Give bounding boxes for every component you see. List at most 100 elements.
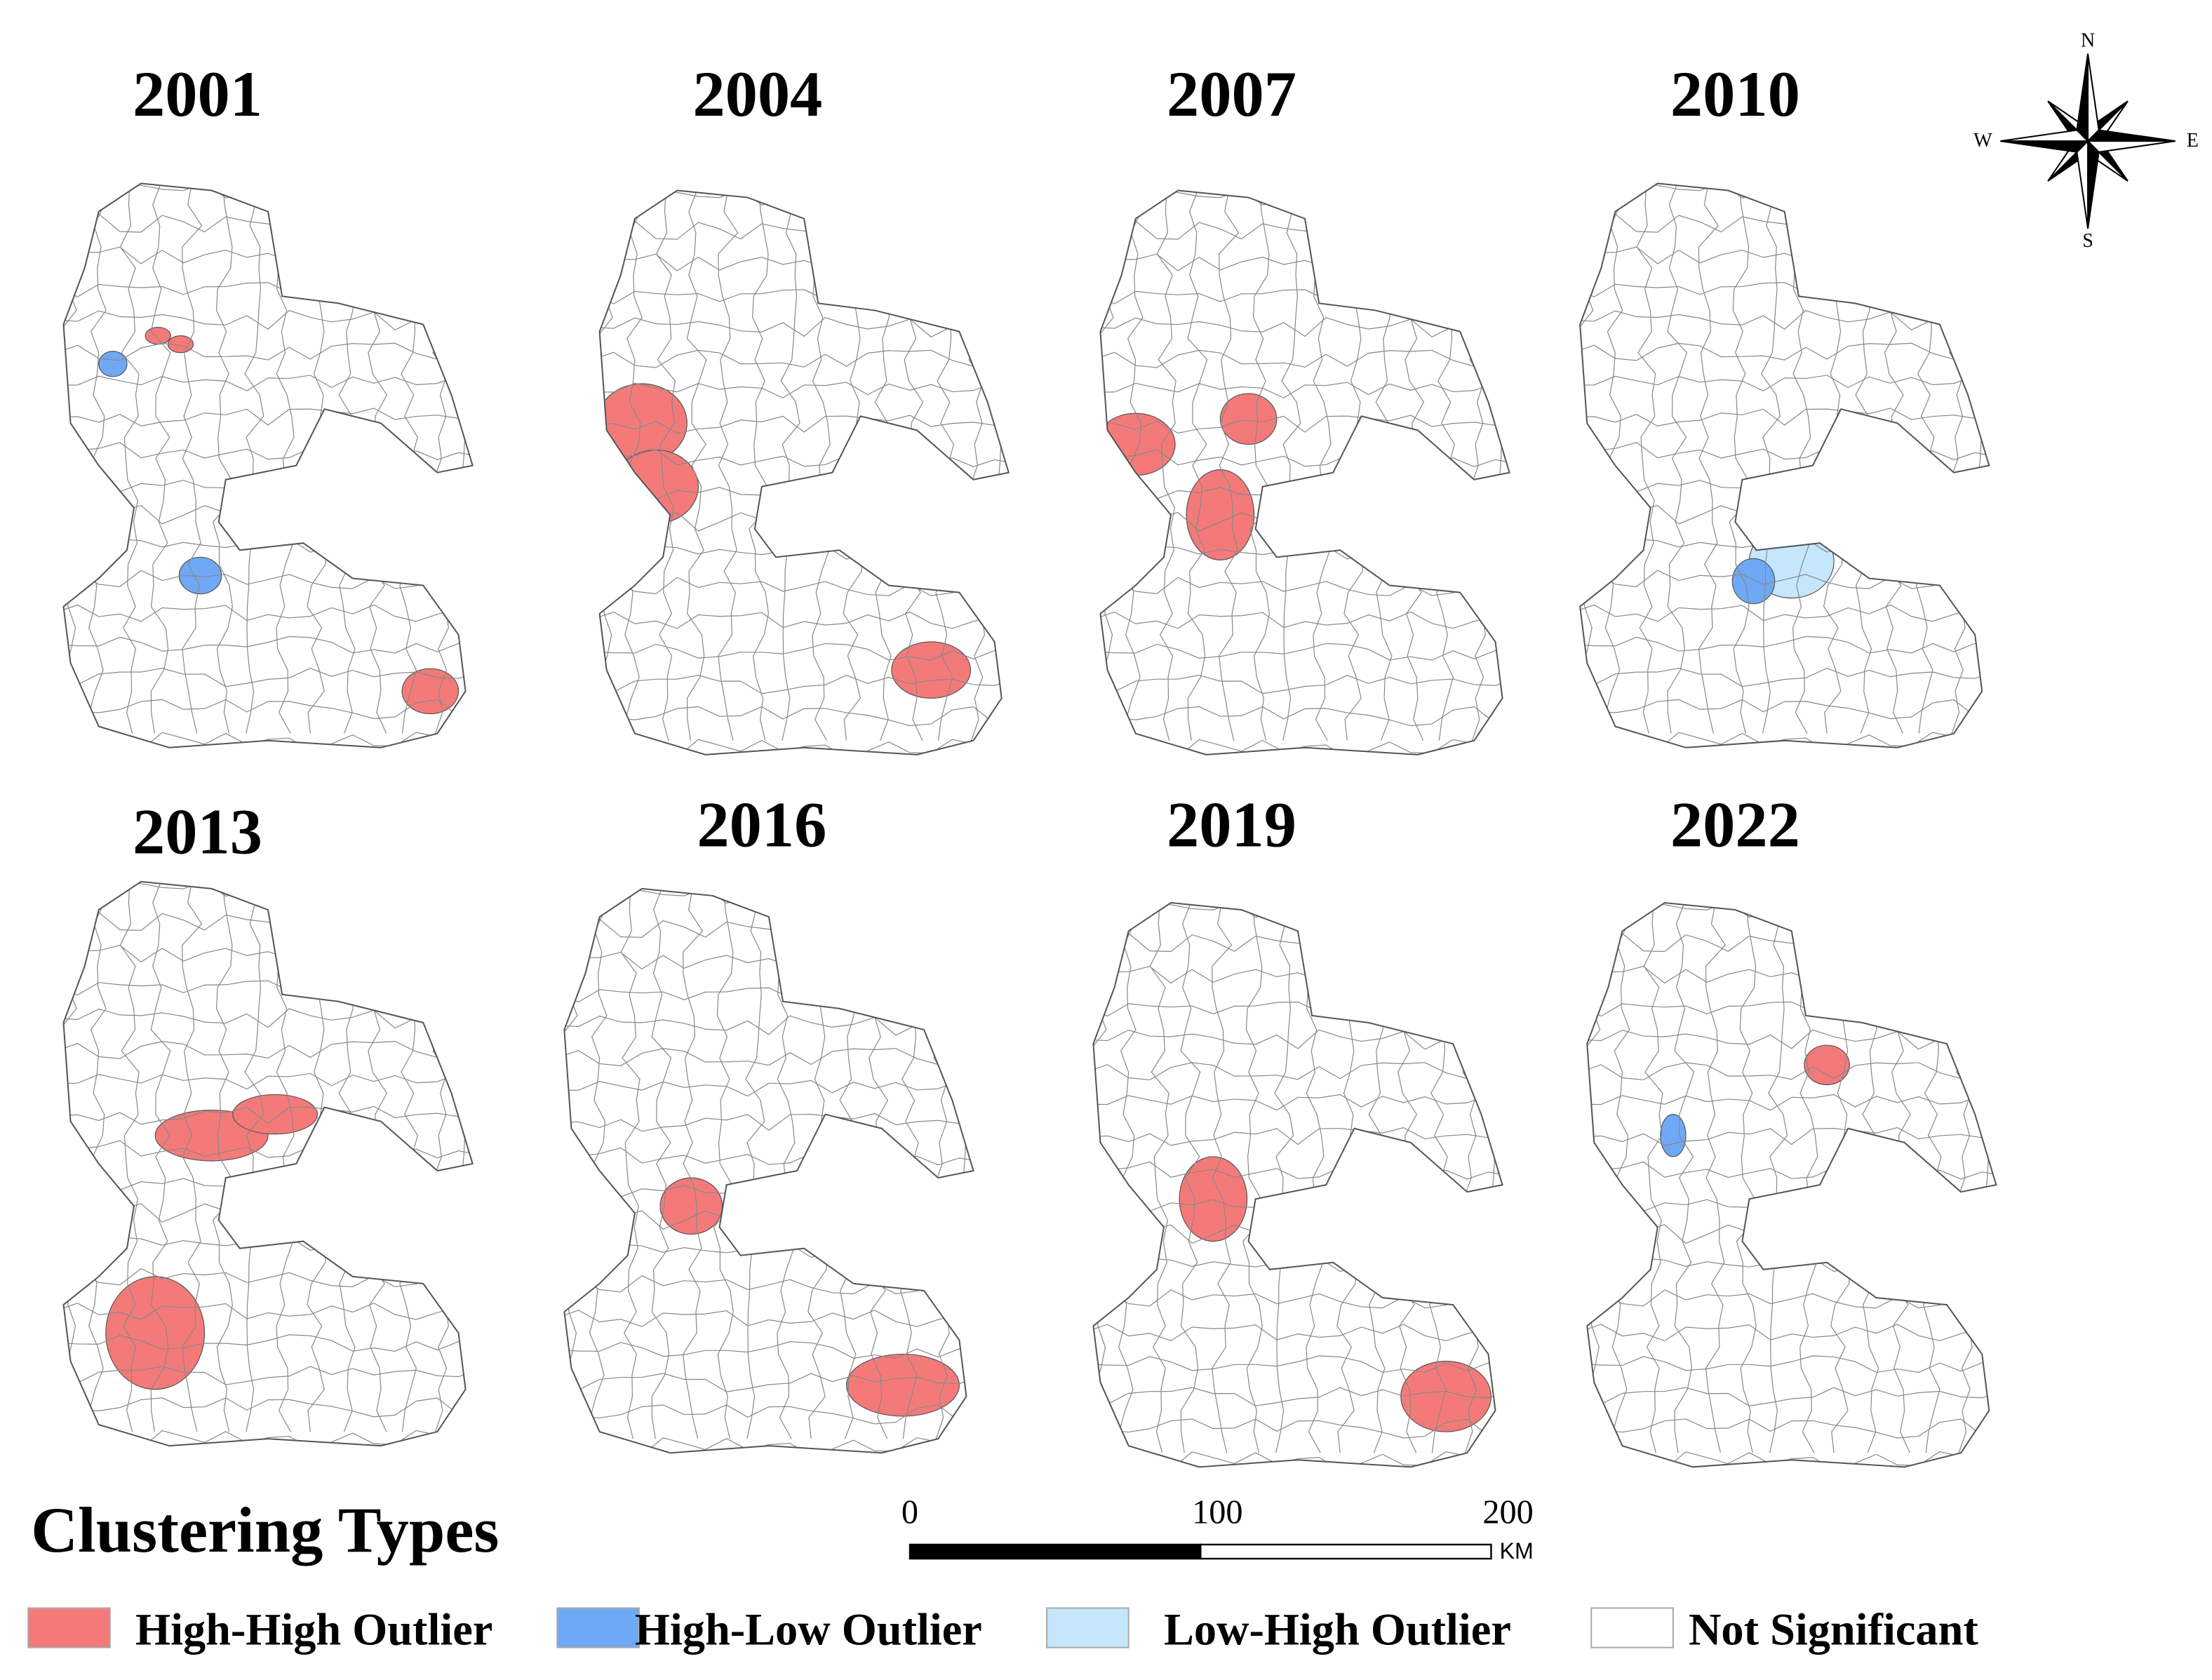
district-boundary <box>276 881 295 1432</box>
district-boundary <box>1698 183 1719 734</box>
district-boundary <box>1100 675 1510 694</box>
district-boundary <box>63 881 473 897</box>
district-boundary <box>1587 1062 1997 1081</box>
panel-year: 2019 <box>1167 790 1296 861</box>
district-boundary <box>63 1203 473 1223</box>
district-boundary <box>150 183 171 734</box>
district-boundary <box>564 1341 974 1359</box>
district-boundary <box>1249 190 1270 741</box>
district-boundary <box>1093 1062 1503 1081</box>
panel-year: 2001 <box>133 59 262 130</box>
district-boundary <box>1100 643 1510 661</box>
district-boundary <box>1587 1418 1997 1439</box>
district-boundary <box>63 1041 473 1059</box>
highlight-region <box>145 326 171 345</box>
panel-map <box>1099 189 1510 755</box>
scale-label: 100 <box>1192 1494 1242 1531</box>
compass-point <box>2087 139 2100 229</box>
region-border <box>62 182 474 748</box>
highlight-region <box>401 668 460 715</box>
highlight-region <box>178 556 222 595</box>
district-boundary <box>564 1404 974 1425</box>
district-boundary <box>564 1210 974 1230</box>
district-boundary <box>63 1268 473 1288</box>
highlight-region <box>1731 558 1776 605</box>
district-boundary <box>63 570 473 589</box>
district-boundary <box>599 316 1009 338</box>
panel-map <box>62 182 474 748</box>
district-boundary <box>1587 1387 1997 1406</box>
district-boundary <box>599 511 1009 532</box>
district-boundary <box>651 888 672 1439</box>
district-boundary <box>1580 309 1990 331</box>
district-boundary <box>1580 667 1990 687</box>
district-boundary <box>1093 1418 1503 1439</box>
highlight-region <box>105 1276 206 1390</box>
district-boundary <box>1736 902 1757 1453</box>
district-boundary <box>63 309 473 331</box>
district-boundary <box>1180 902 1201 1453</box>
district-boundary <box>1149 902 1169 1453</box>
district-boundary <box>119 183 140 734</box>
district-boundary <box>63 1106 473 1125</box>
district-boundary <box>1100 190 1510 206</box>
district-boundary <box>1587 902 1997 918</box>
highlight-group <box>1179 1156 1492 1432</box>
highlight-region <box>891 641 972 699</box>
compass-point <box>2076 139 2089 229</box>
region-border <box>62 880 474 1447</box>
district-boundary <box>1587 1289 1997 1309</box>
district-boundary <box>749 190 770 741</box>
district-boundary <box>63 1334 473 1352</box>
district-boundary <box>63 1397 473 1418</box>
legend-swatch <box>1046 1607 1130 1648</box>
district-boundary <box>1705 902 1726 1453</box>
legend-swatch <box>556 1607 640 1648</box>
district-boundary <box>1093 1355 1503 1373</box>
district-boundary <box>1100 511 1510 532</box>
district-boundary <box>745 888 765 1439</box>
district-boundary <box>63 1073 473 1090</box>
district-boundary <box>1580 570 1990 589</box>
compass-e: E <box>2187 130 2199 152</box>
district-boundary <box>1242 902 1263 1453</box>
district-boundary <box>564 1015 974 1036</box>
district-boundary <box>777 888 796 1439</box>
region-outline <box>1587 902 1997 1467</box>
district-boundary <box>1100 349 1510 368</box>
highlight-region <box>1219 393 1278 445</box>
panel-map <box>598 189 1010 755</box>
district-boundary <box>119 881 140 1432</box>
region-border <box>563 887 974 1454</box>
district-boundary <box>1093 1289 1503 1309</box>
legend-label: High-Low Outlier <box>635 1605 982 1655</box>
district-boundary <box>63 375 473 391</box>
district-boundary <box>564 1275 974 1295</box>
panel-year: 2013 <box>133 797 262 868</box>
district-boundary <box>1313 190 1332 741</box>
district-boundary <box>1093 1387 1503 1406</box>
district-boundary <box>213 183 233 734</box>
highlight-region <box>1186 469 1255 560</box>
highlight-region <box>1804 1044 1850 1085</box>
district-boundary <box>1580 636 1990 654</box>
district-boundary <box>1580 183 1990 199</box>
legend-label: Not Significant <box>1689 1605 1978 1655</box>
district-boundary <box>1587 1029 1997 1050</box>
district-boundary <box>1100 706 1510 727</box>
district-boundary <box>683 888 704 1439</box>
district-boundary <box>1093 902 1503 918</box>
legend-label: Low-High Outlier <box>1164 1605 1511 1655</box>
panel-map <box>1586 901 1997 1468</box>
compass-s: S <box>2082 230 2093 252</box>
district-boundary <box>63 667 473 687</box>
panel-map <box>1092 901 1503 1468</box>
panel-year: 2022 <box>1670 790 1800 861</box>
highlight-group <box>98 326 460 715</box>
district-boundary <box>1212 902 1233 1453</box>
district-boundary <box>1643 902 1663 1453</box>
district-boundary <box>1093 1094 1503 1111</box>
district-boundary <box>655 190 676 741</box>
district-boundary <box>63 183 473 199</box>
district-boundary <box>1587 1127 1997 1146</box>
